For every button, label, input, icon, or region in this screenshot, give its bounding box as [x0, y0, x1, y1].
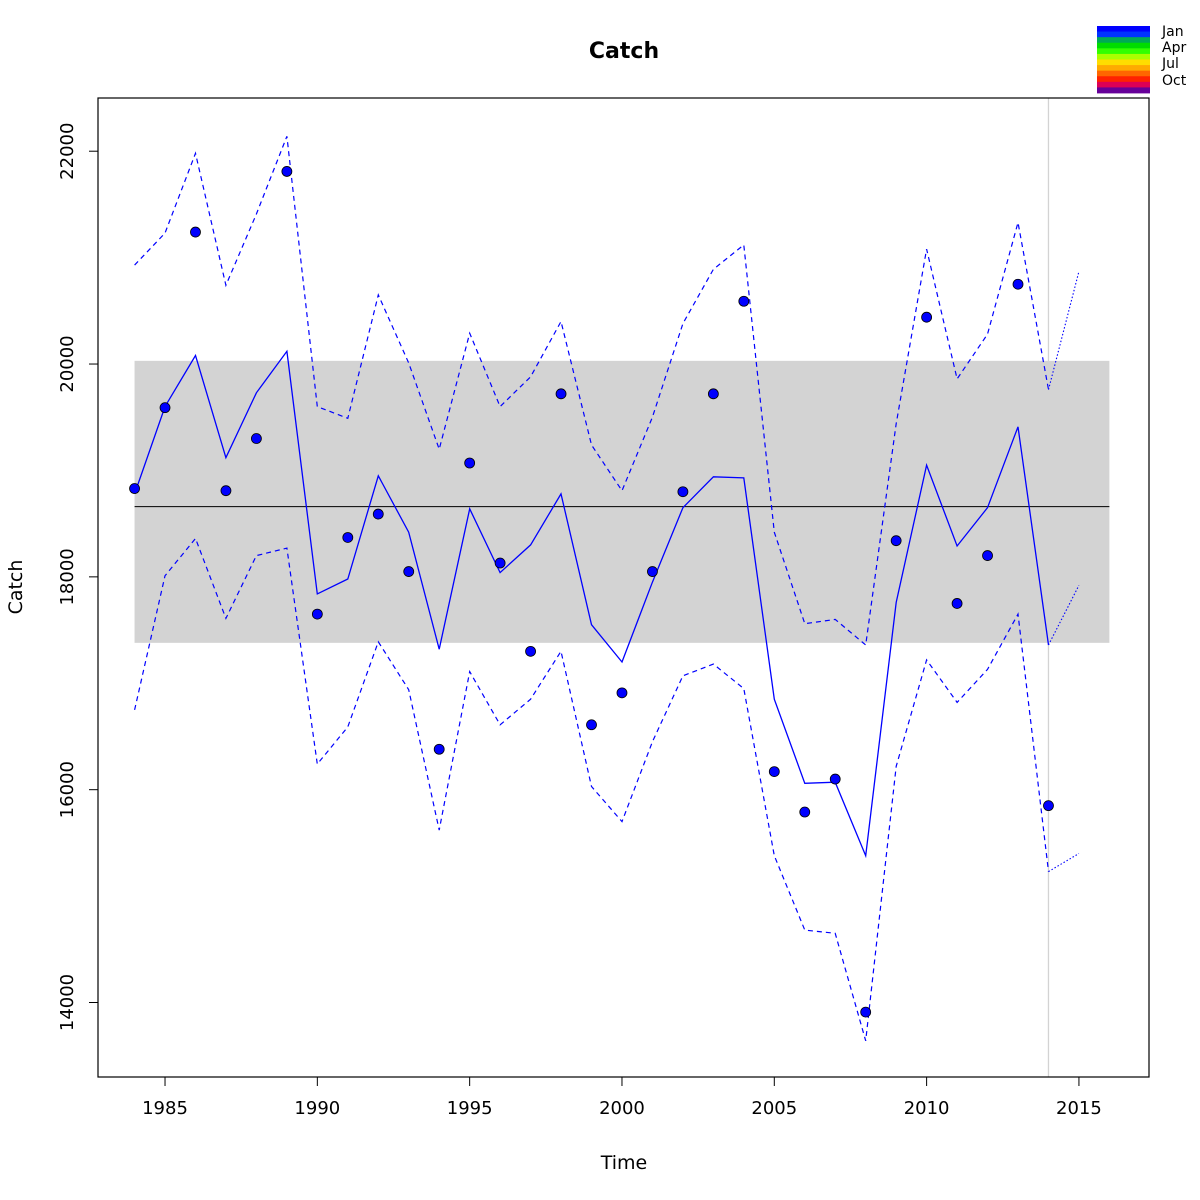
y-tick-label: 16000: [57, 761, 78, 818]
data-point: [555, 388, 567, 400]
legend-label: Jul: [1161, 56, 1179, 72]
data-point: [982, 550, 993, 561]
data-point: [251, 433, 262, 444]
plot-area: [129, 98, 1110, 1077]
legend-swatch: [1097, 31, 1150, 38]
series-fitted-line: [133, 349, 1050, 859]
data-point: [1043, 800, 1054, 812]
data-point: [860, 1006, 872, 1018]
data-point: [951, 598, 963, 609]
legend-label: Apr: [1162, 40, 1186, 56]
data-point: [616, 687, 628, 699]
data-point: [342, 532, 354, 543]
x-tick-label: 1995: [447, 1098, 493, 1119]
data-point: [525, 645, 536, 657]
y-tick-label: 18000: [57, 548, 78, 605]
legend-swatch: [1097, 76, 1150, 83]
chart-title: Catch: [589, 39, 659, 64]
x-axis-label: Time: [600, 1152, 648, 1174]
data-point: [647, 566, 658, 577]
forecast-mean-line: [1048, 585, 1080, 646]
data-point: [403, 566, 415, 577]
forecast-lower-line: [1048, 853, 1080, 873]
data-point: [586, 719, 597, 731]
x-tick-label: 1990: [294, 1098, 340, 1119]
data-point: [281, 166, 293, 177]
data-point: [677, 486, 689, 498]
legend-swatch: [1097, 87, 1150, 94]
y-tick-label: 14000: [57, 974, 78, 1031]
data-point: [190, 226, 201, 238]
legend-swatch: [1097, 42, 1150, 49]
data-point: [220, 485, 232, 497]
x-tick-label: 2005: [751, 1098, 797, 1119]
x-tick-label: 2000: [599, 1098, 645, 1119]
data-point: [768, 766, 780, 777]
data-point: [311, 608, 323, 620]
series-upper-line: [134, 136, 1050, 647]
x-tick-label: 2015: [1056, 1098, 1102, 1119]
x-tick-label: 1985: [142, 1098, 188, 1119]
legend-swatch: [1097, 53, 1150, 60]
series-lower-line: [134, 537, 1050, 1041]
data-point: [464, 457, 476, 469]
data-point: [799, 806, 811, 818]
legend-label: Oct: [1162, 73, 1187, 89]
data-point: [372, 508, 384, 520]
y-axis-label: Catch: [5, 560, 27, 615]
legend-swatch: [1097, 65, 1150, 72]
legend-swatch: [1097, 48, 1150, 55]
axes: 1985 1990 1995 2000 2005 2010 2015 14000 16000 18…: [57, 97, 1150, 1119]
band-rect: [134, 360, 1110, 643]
legend-swatch: [1097, 26, 1150, 32]
data-point: [890, 535, 902, 547]
forecast-upper-line: [1047, 271, 1080, 390]
x-tick-label: 2010: [904, 1098, 950, 1119]
data-point: [433, 743, 445, 755]
legend-swatch: [1097, 59, 1150, 66]
data-point: [159, 402, 171, 414]
plot-frame: [97, 97, 1150, 1078]
y-tick-label: 22000: [57, 123, 78, 180]
data-point: [494, 557, 506, 569]
data-point: [738, 295, 750, 307]
legend-label: Jan: [1161, 24, 1184, 40]
data-point: [1012, 278, 1024, 290]
data-point: [921, 311, 933, 323]
data-point: [707, 388, 719, 400]
legend-swatch: [1097, 81, 1150, 88]
legend-swatch: [1097, 70, 1150, 77]
data-point: [829, 773, 841, 785]
y-tick-label: 20000: [57, 335, 78, 392]
legend-swatch: [1097, 37, 1150, 44]
data-point: [129, 483, 140, 494]
